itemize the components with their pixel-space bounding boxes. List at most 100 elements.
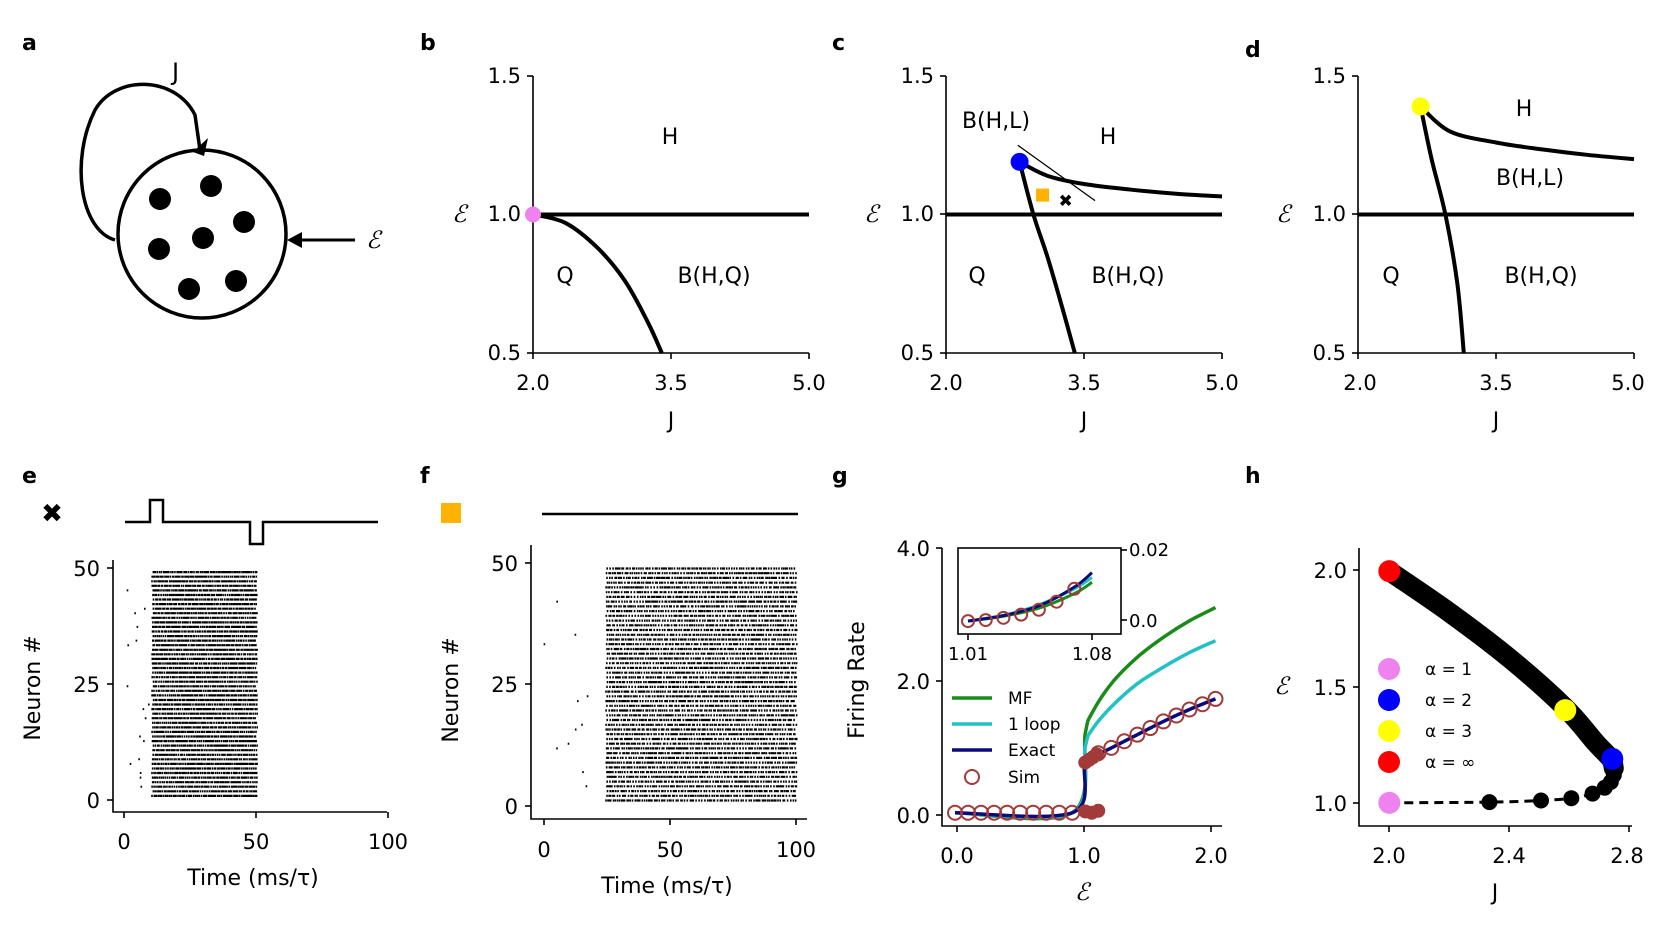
- x-tick-label: 3.5: [1479, 371, 1512, 395]
- neuron-dot: [178, 278, 200, 300]
- y-tick-label: 1.0: [488, 202, 521, 226]
- branch-point: [1605, 767, 1622, 784]
- x-axis-label: Time (ms/τ): [186, 866, 319, 891]
- sim-point: [1181, 701, 1198, 718]
- y-tick-label: 25: [73, 673, 100, 697]
- neuron-dot: [149, 188, 171, 210]
- panel-a: a J ℰ: [22, 31, 383, 320]
- x-axis-label: J: [1079, 409, 1088, 434]
- critical-point-marker: [525, 206, 541, 223]
- y-tick-label: 25: [491, 673, 518, 697]
- ticks-h: [1353, 569, 1630, 832]
- x-axis-label: ℰ: [1075, 878, 1092, 906]
- branch-point: [1533, 792, 1549, 809]
- axes-f: [530, 545, 807, 820]
- legend-label-exact: Exact: [1008, 741, 1056, 761]
- y-tick-label: 1.5: [1313, 64, 1346, 88]
- x-tick-label: 2.0: [1372, 844, 1405, 868]
- population-circle: [116, 148, 288, 320]
- legend-swatch-alpha-inf: [1378, 751, 1400, 773]
- region-label-q: Q: [556, 264, 573, 289]
- sim-point: [1155, 713, 1172, 730]
- legend-label-mf: MF: [1008, 689, 1032, 709]
- panel-label-d: d: [1245, 38, 1261, 63]
- inset-y-tick-label: 0.02: [1129, 540, 1169, 561]
- region-label-q: Q: [968, 264, 985, 289]
- ticks-g: [936, 547, 1212, 832]
- legend-label-alpha1: α = 1: [1425, 660, 1472, 680]
- y-tick-label: 50: [491, 552, 518, 576]
- square-marker: [1036, 188, 1050, 202]
- inset-sim-point: [961, 614, 975, 629]
- region-label-h: H: [662, 125, 679, 150]
- x-tick-label: 2.0: [1194, 844, 1227, 868]
- y-tick-label: 1.0: [1314, 792, 1347, 816]
- coupling-label: J: [170, 58, 179, 86]
- legend-swatch-sim: [964, 769, 980, 785]
- panel-e: e ✖ 50 25 0 0 50 100 Time (ms/τ) Neuron …: [21, 464, 408, 891]
- series-q-boundary: [532, 212, 664, 354]
- panel-label-f: f: [420, 464, 430, 489]
- panel-label-b: b: [420, 31, 436, 56]
- x-tick-label: 50: [657, 838, 684, 862]
- branch-point: [1481, 794, 1498, 811]
- panel-label-a: a: [22, 31, 37, 56]
- inset-ticks: [967, 549, 1127, 640]
- x-tick-label: 0: [537, 838, 550, 862]
- branch-point: [1584, 785, 1601, 802]
- region-label-bhl: B(H,L): [1496, 166, 1564, 191]
- ticks-b: [527, 75, 810, 359]
- cross-marker: ✖: [1058, 192, 1072, 212]
- legend-swatch-alpha3: [1378, 720, 1400, 742]
- panel-c: c 1.5 1.0 0.5 2.0 3.5 5.0 J ℰ ✖ H Q B(H,…: [832, 31, 1239, 434]
- y-tick-label: 1.5: [488, 64, 521, 88]
- recurrent-arrowhead: [193, 138, 208, 156]
- x-tick-label: 50: [243, 830, 270, 854]
- series-upper-boundary: [1419, 104, 1635, 162]
- sim-point: [1129, 726, 1146, 743]
- sim-point: [1103, 739, 1120, 756]
- ticks-c: [940, 75, 1223, 359]
- alpha-point: [1378, 791, 1401, 814]
- x-tick-label: 5.0: [1611, 371, 1644, 395]
- region-label-bhq: B(H,Q): [677, 264, 750, 289]
- neuron-dot: [200, 175, 222, 197]
- series-upper-branch: [1379, 561, 1624, 779]
- panel-b: b 1.5 1.0 0.5 2.0 3.5 5.0 J ℰ H Q B(H,Q): [420, 31, 826, 434]
- sim-filled-point: [1089, 747, 1104, 762]
- y-tick-label: 0.5: [901, 341, 934, 365]
- y-tick-label: 1.0: [1313, 202, 1346, 226]
- legend-label-alpha3: α = 3: [1425, 722, 1472, 742]
- y-axis-label: Firing Rate: [845, 621, 870, 739]
- branch-point: [1563, 790, 1580, 807]
- legend-h: α = 1 α = 2 α = 3 α = ∞: [1378, 658, 1475, 773]
- input-trace: [125, 498, 378, 546]
- legend-label-sim: Sim: [1008, 768, 1040, 788]
- axes-h: [1358, 548, 1632, 827]
- inset-y-tick-label: 0.0: [1129, 611, 1158, 632]
- series-group: [1378, 560, 1624, 814]
- region-label-bhq: B(H,Q): [1504, 264, 1577, 289]
- legend-label-alpha-inf: α = ∞: [1425, 753, 1475, 773]
- inset-sim-point: [1049, 594, 1064, 609]
- panel-label-e: e: [22, 464, 37, 489]
- y-tick-label: 0.5: [1313, 341, 1346, 365]
- x-tick-label: 5.0: [1205, 371, 1238, 395]
- critical-point-marker: [1411, 97, 1430, 116]
- x-tick-label: 2.0: [516, 371, 549, 395]
- series-lower-branch: [1389, 774, 1616, 805]
- region-label-h: H: [1100, 125, 1117, 150]
- legend-label-1loop: 1 loop: [1008, 715, 1061, 735]
- inset-sim-point: [1031, 602, 1046, 617]
- neuron-dot: [192, 227, 214, 249]
- series-upper-boundary: [1018, 160, 1223, 199]
- series-lower-boundary: [1017, 161, 1077, 354]
- sim-point: [1116, 733, 1133, 750]
- y-axis-label: ℰ: [1274, 672, 1291, 700]
- y-tick-label: 2.0: [897, 670, 930, 694]
- cross-marker: ✖: [41, 499, 63, 529]
- inset-sim-point: [1067, 581, 1082, 596]
- sim-point: [1168, 707, 1185, 724]
- x-tick-label: 2.8: [1610, 844, 1643, 868]
